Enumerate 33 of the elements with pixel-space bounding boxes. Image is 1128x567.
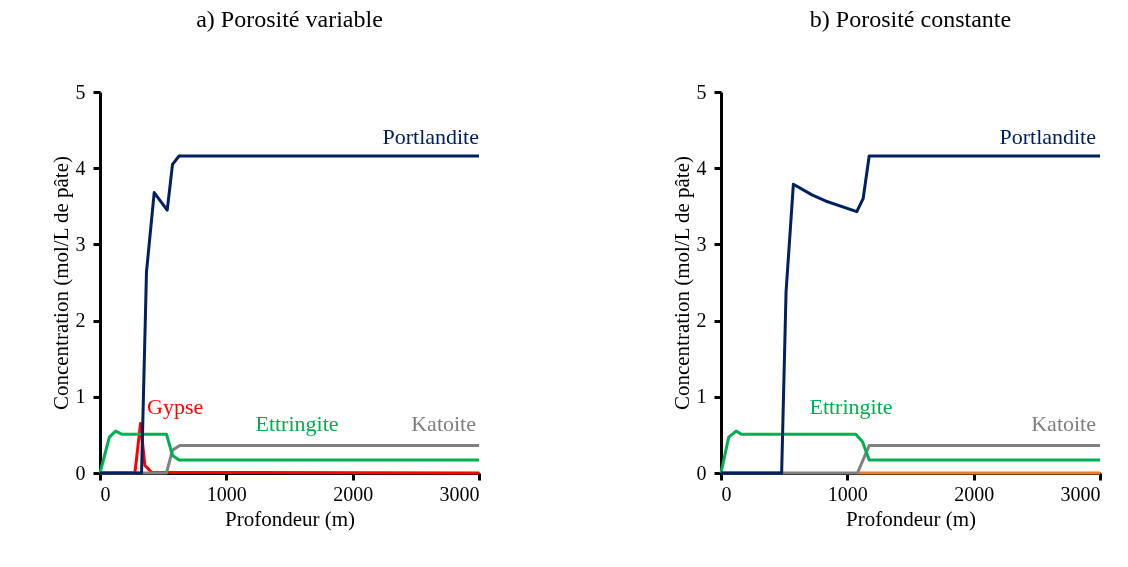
chart-title: b) Porosité constante: [809, 6, 1012, 32]
x-tick-label: 1000: [827, 482, 868, 505]
y-tick-label: 2: [696, 309, 707, 332]
y-tick-label: 4: [75, 156, 86, 179]
x-tick-label: 3000: [1060, 482, 1101, 505]
y-axis-title: Concentration (mol/L de pâte): [669, 155, 694, 411]
series-label: Ettringite: [255, 411, 339, 436]
x-axis-title: Profondeur (m): [845, 506, 977, 531]
series-label: Portlandite: [382, 124, 479, 149]
x-tick-label: 0: [721, 482, 732, 505]
y-tick-label: 5: [696, 80, 707, 103]
y-tick-label: 2: [75, 309, 86, 332]
y-tick-label: 5: [75, 80, 86, 103]
series-label: Gypse: [147, 394, 204, 419]
series-label: Ettringite: [809, 394, 893, 419]
series-label: Katoite: [411, 411, 476, 436]
x-axis-title: Profondeur (m): [224, 506, 356, 531]
chart-title: a) Porosité variable: [196, 6, 383, 32]
x-tick-label: 0: [100, 482, 111, 505]
x-tick-label: 2000: [333, 482, 374, 505]
series-label: Katoite: [1031, 411, 1096, 436]
y-tick-label: 1: [696, 385, 707, 408]
x-tick-label: 3000: [439, 482, 480, 505]
y-tick-label: 0: [75, 461, 86, 484]
y-tick-label: 1: [75, 385, 86, 408]
x-tick-label: 2000: [954, 482, 995, 505]
y-tick-label: 3: [696, 232, 707, 255]
x-tick-label: 1000: [206, 482, 247, 505]
y-tick-label: 0: [696, 461, 707, 484]
y-tick-label: 4: [696, 156, 707, 179]
y-axis-title: Concentration (mol/L de pâte): [48, 155, 73, 411]
series-label: Portlandite: [999, 124, 1096, 149]
y-tick-label: 3: [75, 232, 86, 255]
